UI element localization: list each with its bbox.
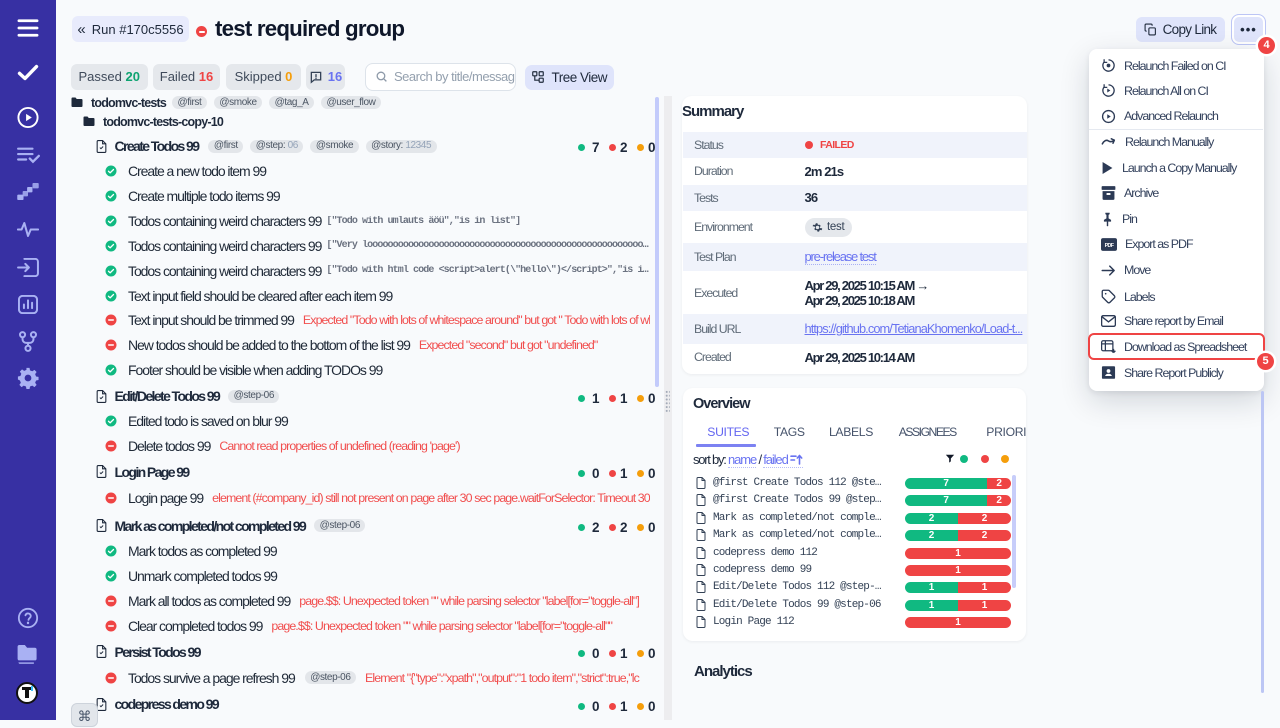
svg-text:PDF: PDF [1104,243,1114,249]
